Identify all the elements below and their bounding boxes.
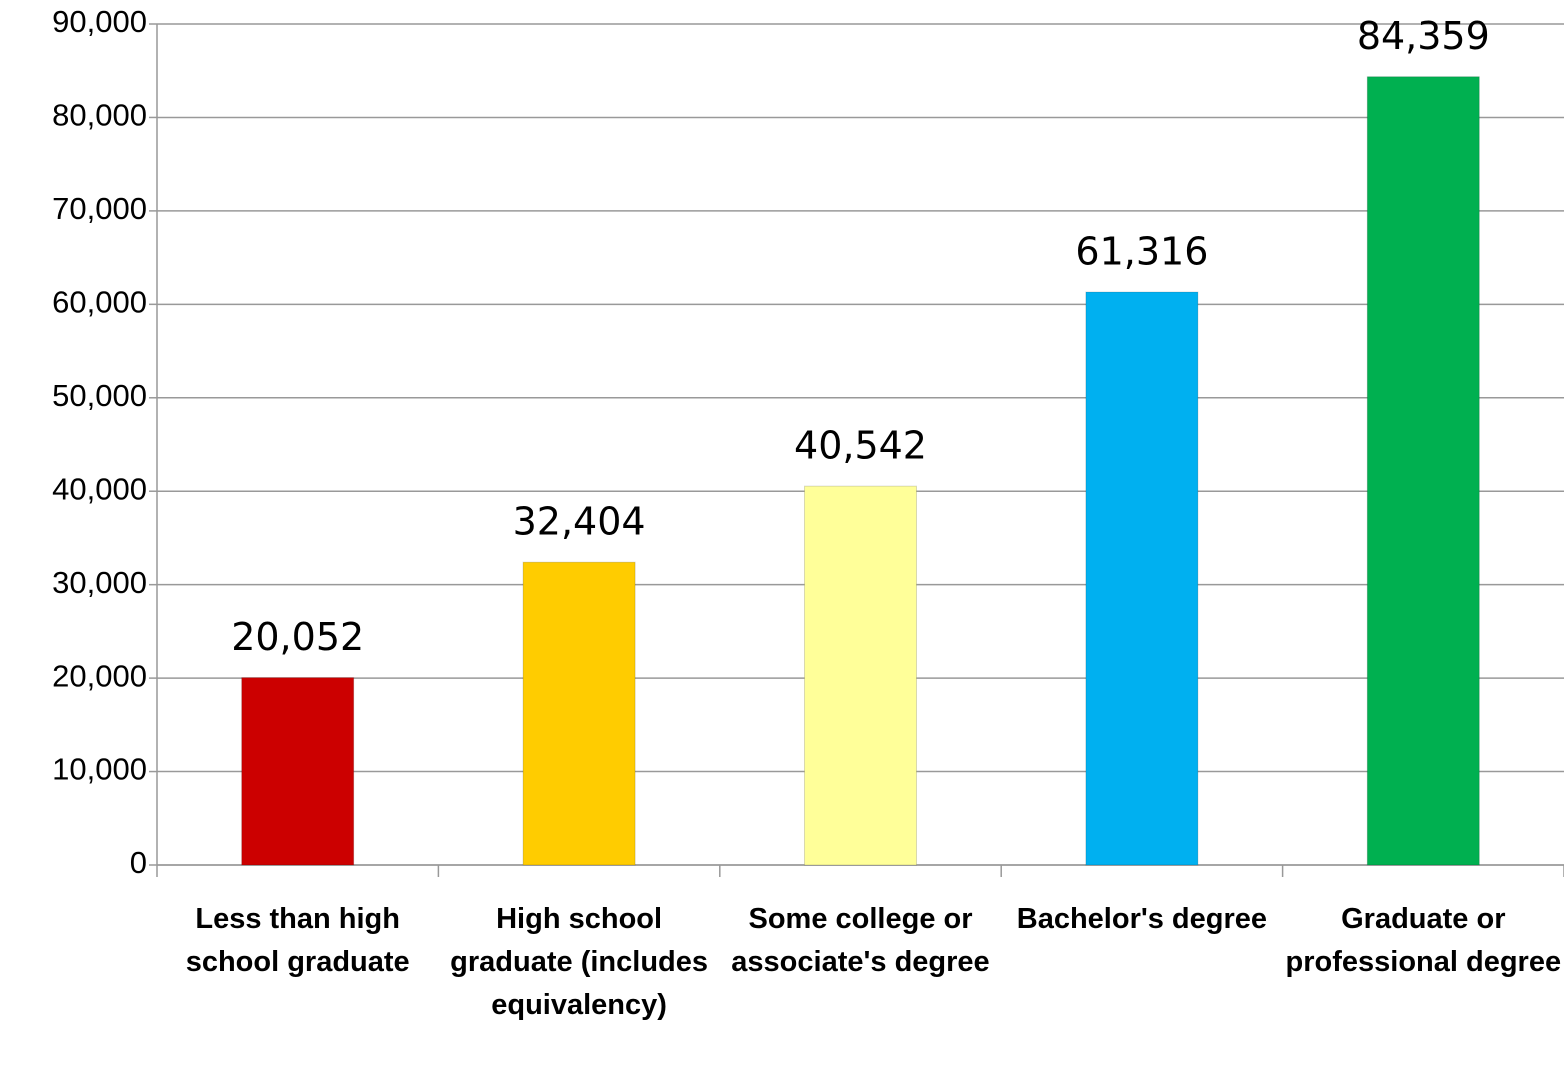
x-tick-label: Less than high school graduate <box>185 903 410 978</box>
y-tick-label: 90,000 <box>52 4 147 39</box>
bar <box>1085 291 1199 866</box>
y-tick-label: 0 <box>130 845 147 880</box>
value-label: 20,052 <box>231 615 364 659</box>
bar <box>241 677 355 866</box>
bar <box>522 561 636 866</box>
y-tick-label: 70,000 <box>52 191 147 226</box>
bar <box>1366 76 1480 866</box>
bar <box>804 485 917 866</box>
value-label: 61,316 <box>1075 230 1208 274</box>
value-label: 32,404 <box>513 500 646 544</box>
x-tick-label: Bachelor's degree <box>1016 903 1268 935</box>
value-label: 84,359 <box>1357 14 1490 58</box>
y-tick-label: 50,000 <box>52 378 147 413</box>
y-tick-label: 30,000 <box>52 565 147 600</box>
x-tick-label: Graduate or professional degree <box>1285 903 1562 978</box>
y-tick-label: 60,000 <box>52 285 147 320</box>
y-tick-label: 20,000 <box>52 658 147 693</box>
value-label: 40,542 <box>794 424 927 468</box>
y-tick-label: 80,000 <box>52 98 147 133</box>
x-tick-label: Some college or associate's degree <box>731 903 990 978</box>
y-tick-label: 10,000 <box>52 752 147 787</box>
x-tick-label: High school graduate (includes equivalen… <box>450 903 708 1021</box>
y-tick-label: 40,000 <box>52 471 147 506</box>
